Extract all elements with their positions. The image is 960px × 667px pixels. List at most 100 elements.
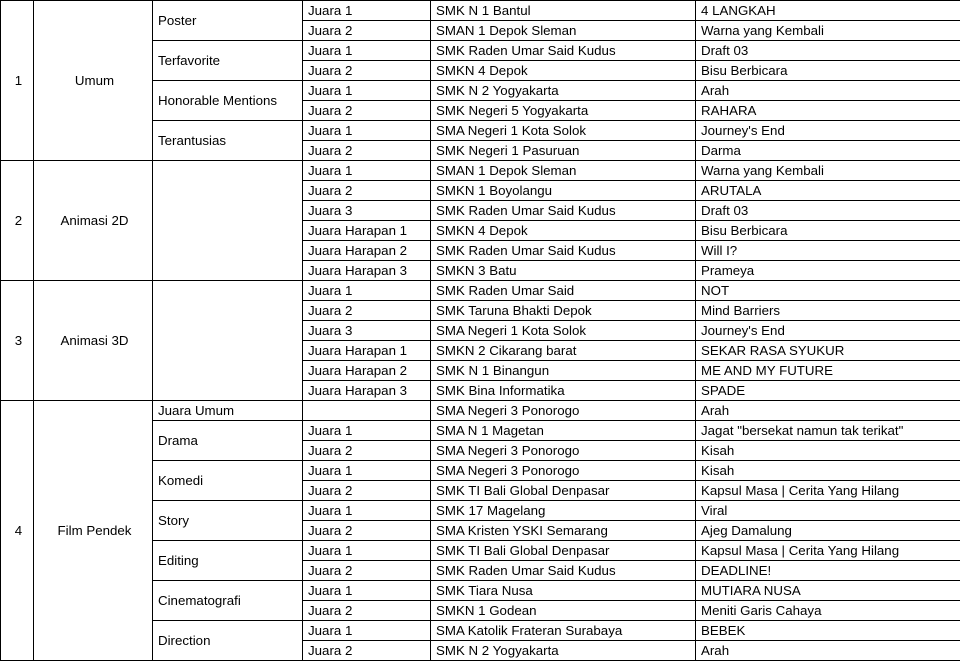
category-cell[interactable]: Film Pendek (33, 400, 153, 661)
title-cell[interactable]: Meniti Garis Cahaya (695, 600, 960, 621)
rank-cell[interactable]: Juara Harapan 1 (302, 340, 431, 361)
section-number-cell[interactable]: 4 (0, 400, 34, 661)
title-cell[interactable]: MUTIARA NUSA (695, 580, 960, 601)
rank-cell[interactable]: Juara 2 (302, 440, 431, 461)
title-cell[interactable]: 4 LANGKAH (695, 0, 960, 21)
subcategory-cell[interactable]: Poster (152, 0, 303, 41)
school-cell[interactable]: SMA Katolik Frateran Surabaya (430, 620, 696, 641)
rank-cell[interactable]: Juara 1 (302, 540, 431, 561)
title-cell[interactable]: Darma (695, 140, 960, 161)
title-cell[interactable]: Kapsul Masa | Cerita Yang Hilang (695, 540, 960, 561)
school-cell[interactable]: SMK Negeri 5 Yogyakarta (430, 100, 696, 121)
rank-cell[interactable]: Juara 1 (302, 0, 431, 21)
rank-cell[interactable]: Juara 1 (302, 280, 431, 301)
school-cell[interactable]: SMAN 1 Depok Sleman (430, 20, 696, 41)
title-cell[interactable]: Jagat "bersekat namun tak terikat" (695, 420, 960, 441)
rank-cell[interactable]: Juara Harapan 3 (302, 260, 431, 281)
rank-cell[interactable]: Juara 3 (302, 200, 431, 221)
title-cell[interactable]: ME AND MY FUTURE (695, 360, 960, 381)
rank-cell[interactable]: Juara 3 (302, 320, 431, 341)
rank-cell[interactable]: Juara 1 (302, 460, 431, 481)
rank-cell[interactable]: Juara Harapan 2 (302, 360, 431, 381)
category-cell[interactable]: Animasi 3D (33, 280, 153, 401)
rank-cell[interactable]: Juara 2 (302, 20, 431, 41)
school-cell[interactable]: SMK Raden Umar Said Kudus (430, 200, 696, 221)
subcategory-cell[interactable]: Editing (152, 540, 303, 581)
subcategory-cell[interactable] (152, 160, 303, 281)
title-cell[interactable]: ARUTALA (695, 180, 960, 201)
school-cell[interactable]: SMA Kristen YSKI Semarang (430, 520, 696, 541)
school-cell[interactable]: SMA N 1 Magetan (430, 420, 696, 441)
school-cell[interactable]: SMK TI Bali Global Denpasar (430, 540, 696, 561)
title-cell[interactable]: Arah (695, 80, 960, 101)
rank-cell[interactable]: Juara 2 (302, 300, 431, 321)
section-number-cell[interactable]: 2 (0, 160, 34, 281)
title-cell[interactable]: DEADLINE! (695, 560, 960, 581)
rank-cell[interactable]: Juara 1 (302, 500, 431, 521)
category-cell[interactable]: Umum (33, 0, 153, 161)
school-cell[interactable]: SMK TI Bali Global Denpasar (430, 480, 696, 501)
school-cell[interactable]: SMKN 3 Batu (430, 260, 696, 281)
school-cell[interactable]: SMK N 2 Yogyakarta (430, 80, 696, 101)
school-cell[interactable]: SMKN 1 Boyolangu (430, 180, 696, 201)
rank-cell[interactable]: Juara Harapan 3 (302, 380, 431, 401)
rank-cell[interactable]: Juara 2 (302, 560, 431, 581)
title-cell[interactable]: Draft 03 (695, 200, 960, 221)
title-cell[interactable]: Mind Barriers (695, 300, 960, 321)
school-cell[interactable]: SMK Bina Informatika (430, 380, 696, 401)
rank-cell[interactable]: Juara 1 (302, 160, 431, 181)
school-cell[interactable]: SMK Raden Umar Said Kudus (430, 40, 696, 61)
title-cell[interactable]: Arah (695, 400, 960, 421)
rank-cell[interactable]: Juara Harapan 1 (302, 220, 431, 241)
title-cell[interactable]: Will I? (695, 240, 960, 261)
school-cell[interactable]: SMKN 4 Depok (430, 220, 696, 241)
school-cell[interactable]: SMK Taruna Bhakti Depok (430, 300, 696, 321)
rank-cell[interactable]: Juara 2 (302, 600, 431, 621)
rank-cell[interactable]: Juara 2 (302, 140, 431, 161)
title-cell[interactable]: SPADE (695, 380, 960, 401)
title-cell[interactable]: Kapsul Masa | Cerita Yang Hilang (695, 480, 960, 501)
school-cell[interactable]: SMAN 1 Depok Sleman (430, 160, 696, 181)
rank-cell[interactable]: Juara 2 (302, 60, 431, 81)
section-number-cell[interactable]: 1 (0, 0, 34, 161)
title-cell[interactable]: Prameya (695, 260, 960, 281)
school-cell[interactable]: SMA Negeri 1 Kota Solok (430, 320, 696, 341)
subcategory-cell[interactable]: Honorable Mentions (152, 80, 303, 121)
subcategory-cell[interactable]: Juara Umum (152, 400, 303, 421)
subcategory-cell[interactable]: Komedi (152, 460, 303, 501)
title-cell[interactable]: BEBEK (695, 620, 960, 641)
subcategory-cell[interactable]: Direction (152, 620, 303, 661)
title-cell[interactable]: Journey's End (695, 120, 960, 141)
rank-cell[interactable]: Juara 2 (302, 180, 431, 201)
category-cell[interactable]: Animasi 2D (33, 160, 153, 281)
school-cell[interactable]: SMK N 1 Binangun (430, 360, 696, 381)
title-cell[interactable]: Warna yang Kembali (695, 160, 960, 181)
title-cell[interactable]: Bisu Berbicara (695, 60, 960, 81)
rank-cell[interactable]: Juara 2 (302, 520, 431, 541)
rank-cell[interactable]: Juara 2 (302, 640, 431, 661)
school-cell[interactable]: SMA Negeri 3 Ponorogo (430, 460, 696, 481)
school-cell[interactable]: SMK N 1 Bantul (430, 0, 696, 21)
subcategory-cell[interactable]: Drama (152, 420, 303, 461)
school-cell[interactable]: SMKN 2 Cikarang barat (430, 340, 696, 361)
school-cell[interactable]: SMA Negeri 3 Ponorogo (430, 400, 696, 421)
title-cell[interactable]: RAHARA (695, 100, 960, 121)
school-cell[interactable]: SMK Raden Umar Said Kudus (430, 560, 696, 581)
title-cell[interactable]: NOT (695, 280, 960, 301)
rank-cell[interactable] (302, 400, 431, 421)
subcategory-cell[interactable]: Terfavorite (152, 40, 303, 81)
rank-cell[interactable]: Juara Harapan 2 (302, 240, 431, 261)
school-cell[interactable]: SMK Raden Umar Said (430, 280, 696, 301)
title-cell[interactable]: Warna yang Kembali (695, 20, 960, 41)
school-cell[interactable]: SMKN 1 Godean (430, 600, 696, 621)
title-cell[interactable]: Arah (695, 640, 960, 661)
title-cell[interactable]: Kisah (695, 440, 960, 461)
school-cell[interactable]: SMK Negeri 1 Pasuruan (430, 140, 696, 161)
rank-cell[interactable]: Juara 1 (302, 420, 431, 441)
rank-cell[interactable]: Juara 1 (302, 80, 431, 101)
title-cell[interactable]: Draft 03 (695, 40, 960, 61)
title-cell[interactable]: SEKAR RASA SYUKUR (695, 340, 960, 361)
school-cell[interactable]: SMA Negeri 3 Ponorogo (430, 440, 696, 461)
rank-cell[interactable]: Juara 1 (302, 120, 431, 141)
title-cell[interactable]: Ajeg Damalung (695, 520, 960, 541)
